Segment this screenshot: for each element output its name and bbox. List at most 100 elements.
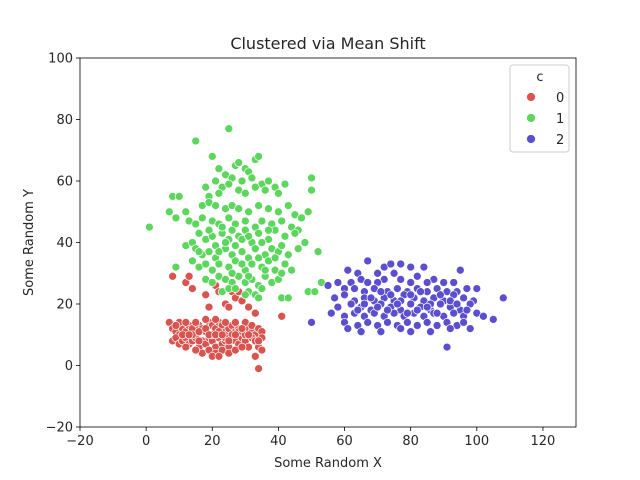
point-series-1-154	[260, 265, 270, 275]
point-series-0-95	[181, 318, 191, 327]
legend-box	[509, 64, 570, 153]
y-axis-ticks: −20 0 20 40 60 80 100	[46, 52, 80, 436]
point-series-2-38	[472, 284, 482, 293]
point-series-0-114	[224, 336, 234, 346]
point-series-1-49	[297, 213, 306, 223]
point-series-2-7	[343, 265, 353, 275]
point-series-2-16	[439, 278, 449, 287]
legend: c 0 1 2	[509, 64, 570, 153]
x-tick-label: 60	[336, 434, 353, 449]
point-series-1-149	[254, 253, 263, 263]
point-series-2-65	[436, 299, 445, 309]
point-series-2-101	[356, 327, 366, 337]
point-series-1-110	[287, 265, 296, 275]
point-series-2-22	[406, 278, 416, 287]
point-series-2-5	[419, 262, 429, 272]
point-series-1-79	[290, 228, 300, 238]
point-series-0-85	[237, 342, 247, 352]
point-series-2-3	[396, 259, 406, 269]
legend-label-1: 1	[556, 112, 564, 127]
point-series-2-106	[445, 324, 455, 333]
point-series-1-55	[224, 213, 234, 223]
point-series-1-142	[231, 241, 240, 250]
point-series-1-101	[214, 259, 224, 269]
point-series-1-75	[254, 228, 263, 238]
point-series-2-105	[426, 327, 435, 337]
point-series-1-152	[227, 268, 237, 278]
y-tick-label: 80	[56, 113, 73, 128]
y-tick-label: 100	[48, 52, 73, 67]
point-series-2-9	[373, 268, 382, 278]
point-series-2-17	[323, 281, 333, 290]
point-series-1-141	[221, 238, 230, 247]
point-series-1-105	[247, 259, 257, 269]
point-series-2-4	[406, 262, 416, 272]
point-series-1-143	[204, 225, 214, 235]
point-series-1-59	[257, 216, 267, 226]
point-series-1-95	[313, 247, 323, 257]
point-series-0-89	[257, 345, 267, 355]
point-series-0-117	[244, 330, 253, 340]
point-series-1-51	[191, 219, 201, 229]
point-series-2-108	[442, 342, 452, 352]
point-series-0-96	[191, 318, 201, 327]
point-series-2-103	[396, 324, 406, 333]
point-series-2-10	[389, 268, 399, 278]
point-series-0-115	[231, 330, 240, 340]
legend-marker-1	[526, 113, 536, 123]
legend-title: c	[536, 70, 543, 85]
point-series-2-126	[452, 299, 462, 309]
point-series-2-109	[366, 293, 376, 303]
point-series-1-30	[274, 188, 283, 198]
point-series-2-84	[479, 311, 488, 321]
point-series-0-2	[184, 271, 194, 281]
point-series-1-93	[283, 250, 293, 260]
point-series-2-88	[363, 318, 373, 327]
point-series-1-147	[194, 247, 204, 257]
point-series-2-56	[346, 299, 356, 309]
point-series-1-145	[264, 225, 273, 235]
y-tick-label: −20	[46, 421, 73, 436]
x-tick-label: 0	[142, 434, 150, 449]
x-axis-ticks: −20 0 20 40 60 80 100 120	[66, 427, 555, 449]
point-series-2-23	[422, 278, 432, 287]
point-series-2-81	[449, 308, 459, 318]
point-series-1-1	[224, 124, 234, 134]
point-series-1-41	[234, 204, 244, 214]
point-series-2-107	[465, 324, 475, 333]
point-series-2-121	[412, 305, 422, 315]
point-series-2-119	[393, 299, 402, 309]
point-series-1-61	[277, 216, 287, 226]
point-series-1-134	[240, 290, 250, 300]
point-series-1-80	[300, 238, 310, 247]
point-series-1-153	[244, 271, 253, 281]
point-series-1-64	[145, 222, 154, 232]
point-series-1-5	[234, 158, 244, 167]
legend-marker-0	[526, 92, 536, 102]
point-series-2-52	[459, 293, 468, 303]
point-series-1-155	[277, 268, 287, 278]
point-series-1-96	[171, 262, 181, 272]
point-series-1-125	[310, 287, 320, 297]
point-series-2-18	[333, 278, 343, 287]
point-series-1-78	[280, 231, 290, 241]
point-series-1-57	[240, 216, 250, 226]
point-series-2-69	[326, 308, 336, 318]
point-series-2-120	[403, 308, 412, 318]
point-series-2-26	[350, 284, 359, 293]
point-series-1-100	[207, 265, 217, 275]
point-series-1-8	[254, 152, 263, 161]
point-series-2-122	[422, 302, 432, 312]
point-series-2-123	[432, 308, 442, 318]
point-series-0-98	[211, 315, 220, 324]
point-series-1-148	[237, 259, 247, 269]
point-series-0-86	[191, 345, 201, 355]
point-series-1-128	[231, 284, 240, 293]
point-series-2-93	[412, 321, 422, 330]
point-series-1-46	[283, 201, 293, 210]
point-series-1-137	[227, 225, 237, 235]
point-series-2-104	[406, 327, 416, 337]
point-series-0-110	[194, 336, 204, 346]
point-series-2-127	[462, 305, 472, 315]
point-series-2-95	[432, 321, 442, 330]
